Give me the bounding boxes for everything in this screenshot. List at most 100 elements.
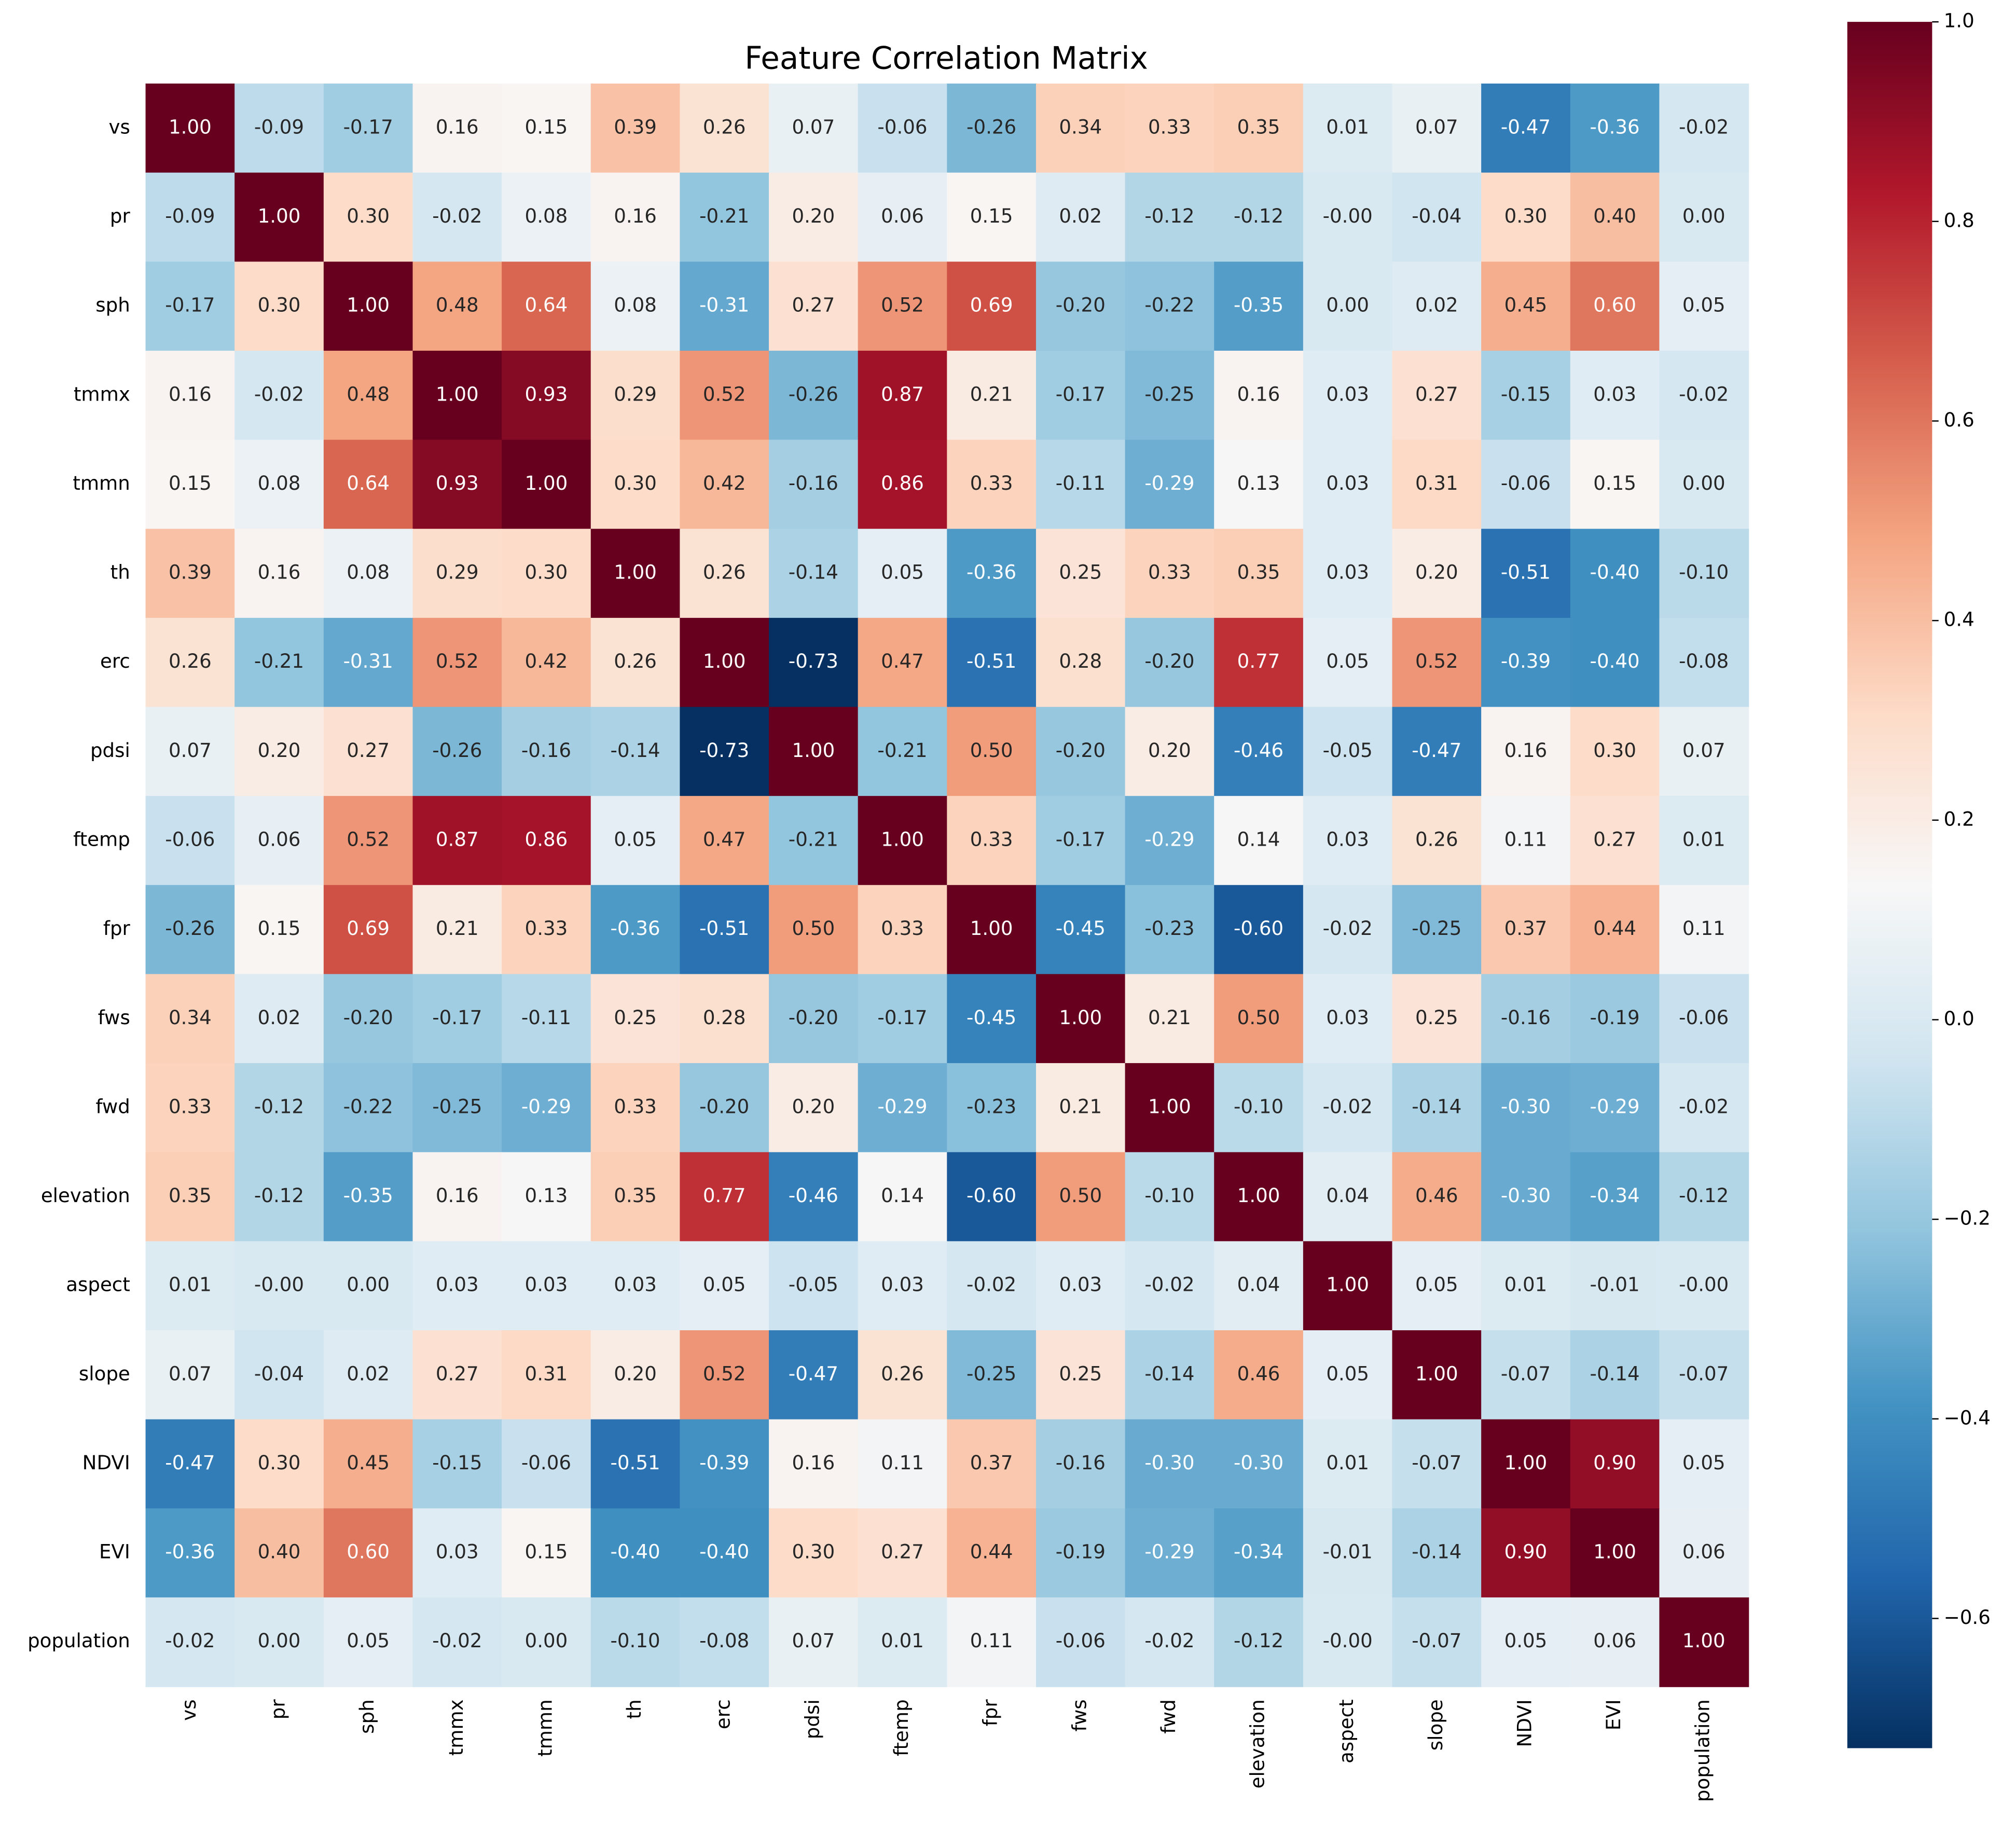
heatmap-cell <box>145 350 236 440</box>
heatmap-cell <box>145 1152 236 1242</box>
heatmap-cell <box>323 974 413 1064</box>
heatmap-cell <box>1392 84 1482 173</box>
cell-label: 0.00 <box>258 1630 301 1652</box>
cell-label: -0.45 <box>1056 917 1106 940</box>
colorbar-tick-label: −0.2 <box>1944 1207 1991 1230</box>
cell-label: -0.10 <box>1234 1095 1283 1118</box>
cell-label: -0.06 <box>1056 1630 1106 1652</box>
heatmap-cell <box>145 796 236 886</box>
heatmap-cell <box>769 885 859 975</box>
cell-label: -0.14 <box>611 739 660 762</box>
cell-label: 0.86 <box>525 828 568 850</box>
heatmap-cell <box>234 707 325 797</box>
heatmap-cell <box>590 796 681 886</box>
heatmap-cell <box>947 172 1037 263</box>
x-tick-label: aspect <box>1335 1699 1358 1763</box>
heatmap-cell <box>323 617 413 708</box>
cell-label: 0.33 <box>614 1095 657 1118</box>
cell-label: -0.25 <box>1412 917 1461 940</box>
heatmap-cell <box>502 617 591 708</box>
cell-label: 0.15 <box>525 1541 568 1563</box>
cell-label: 0.11 <box>881 1452 924 1474</box>
cell-label: -0.36 <box>165 1541 215 1563</box>
heatmap-cell <box>590 1419 681 1509</box>
cell-label: -0.17 <box>432 1007 482 1029</box>
cell-label: 0.31 <box>525 1362 568 1385</box>
cell-label: -0.06 <box>877 116 927 138</box>
heatmap-cell <box>680 1419 770 1509</box>
heatmap-cell <box>590 172 681 263</box>
heatmap-cell <box>145 439 236 530</box>
heatmap-cell <box>1659 261 1749 352</box>
cell-label: 1.00 <box>436 383 479 405</box>
heatmap-cell <box>1125 1508 1215 1598</box>
y-tick-label: NDVI <box>82 1452 130 1474</box>
heatmap-cell <box>502 1508 591 1598</box>
cell-label: 0.50 <box>1237 1007 1280 1029</box>
cell-label: -0.20 <box>1144 650 1194 672</box>
heatmap-cell <box>1481 1508 1571 1598</box>
heatmap-cell <box>1303 350 1393 440</box>
cell-label: 0.03 <box>1326 383 1369 405</box>
cell-label: 0.26 <box>703 561 746 584</box>
cell-label: 1.00 <box>614 561 657 584</box>
cell-label: 0.20 <box>1148 739 1191 762</box>
heatmap-cell <box>769 529 859 619</box>
y-tick-label: tmmx <box>74 383 130 405</box>
heatmap-cell <box>1125 974 1215 1064</box>
heatmap-cell <box>502 1241 591 1331</box>
cell-label: -0.14 <box>1144 1362 1194 1385</box>
x-tick-label: ftemp <box>890 1699 913 1756</box>
cell-label: -0.08 <box>699 1630 749 1652</box>
heatmap-cell <box>858 617 948 708</box>
heatmap-cell <box>1303 1330 1393 1420</box>
heatmap-cell <box>412 617 503 708</box>
cell-label: -0.20 <box>1056 294 1106 316</box>
heatmap-cell <box>1125 529 1215 619</box>
cell-label: -0.46 <box>1234 739 1283 762</box>
cell-label: 1.00 <box>525 472 568 494</box>
cell-label: -0.01 <box>1323 1541 1373 1563</box>
heatmap-cell <box>234 1241 325 1331</box>
cell-label: 0.03 <box>1326 472 1369 494</box>
cell-label: -0.34 <box>1590 1184 1640 1207</box>
heatmap-cell <box>234 1419 325 1509</box>
cell-label: 0.14 <box>1237 828 1280 850</box>
heatmap-cell <box>234 261 325 352</box>
heatmap-cell <box>947 1419 1037 1509</box>
cell-label: -0.02 <box>1679 116 1729 138</box>
heatmap-cell <box>1214 1241 1304 1331</box>
cell-label: -0.40 <box>1590 650 1640 672</box>
heatmap-cell <box>1481 350 1571 440</box>
cell-label: 0.08 <box>347 561 390 584</box>
heatmap-cell <box>412 707 503 797</box>
cell-label: -0.02 <box>432 205 482 227</box>
cell-label: 0.06 <box>258 828 301 850</box>
cell-label: 0.01 <box>169 1274 212 1296</box>
cell-label: -0.07 <box>1679 1362 1729 1385</box>
heatmap-cell <box>769 1508 859 1598</box>
cell-label: 0.14 <box>881 1184 924 1207</box>
cell-label: 0.60 <box>1593 294 1636 316</box>
cell-label: 0.46 <box>1415 1184 1458 1207</box>
cell-label: 0.20 <box>614 1362 657 1385</box>
heatmap-cell <box>1035 1330 1126 1420</box>
cell-label: -0.45 <box>966 1007 1016 1029</box>
cell-label: 0.01 <box>1326 1452 1369 1474</box>
cell-label: 0.48 <box>347 383 390 405</box>
cell-label: 0.13 <box>525 1184 568 1207</box>
cell-label: -0.26 <box>432 739 482 762</box>
heatmap-cell <box>412 1597 503 1687</box>
cell-label: 0.28 <box>703 1007 746 1029</box>
heatmap-cell <box>412 974 503 1064</box>
heatmap-cell <box>590 84 681 173</box>
heatmap-cell <box>412 84 503 173</box>
heatmap-cell <box>1481 1152 1571 1242</box>
heatmap-cell <box>769 1330 859 1420</box>
heatmap-cell <box>502 439 591 530</box>
heatmap-cell <box>590 350 681 440</box>
heatmap-cell <box>1659 1241 1749 1331</box>
heatmap-cell <box>1035 529 1126 619</box>
cell-label: 1.00 <box>1148 1095 1191 1118</box>
cell-label: -0.26 <box>966 116 1016 138</box>
